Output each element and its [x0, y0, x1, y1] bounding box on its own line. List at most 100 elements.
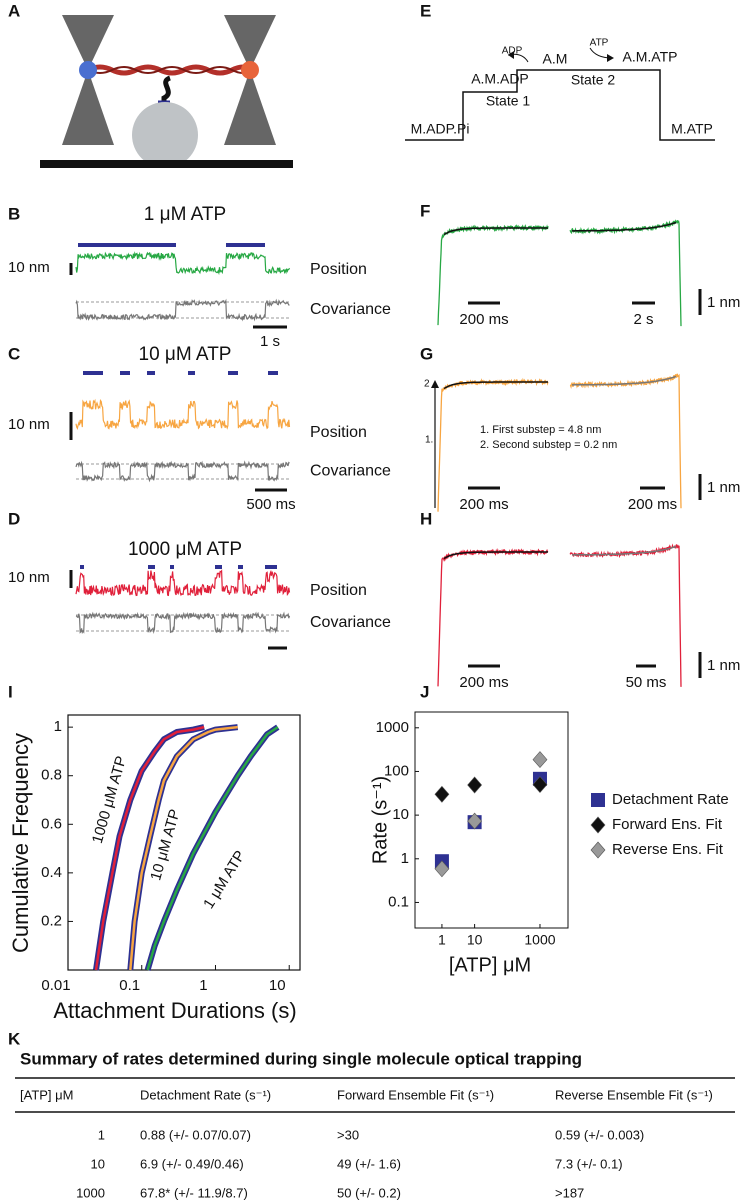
x-tick-label: 10 [467, 932, 483, 948]
panel-label: J [420, 682, 429, 701]
table-cell: 6.9 (+/- 0.49/0.46) [140, 1156, 244, 1171]
bound-bar [148, 565, 155, 569]
bead [79, 61, 97, 79]
trace [75, 398, 291, 430]
x-tick-label: 1000 [524, 932, 555, 948]
scale-label: 200 ms [459, 674, 508, 691]
y-tick-label: 1000 [376, 719, 409, 736]
y-tick-label: 0.8 [41, 767, 62, 784]
curve-label: 1 μM ATP [200, 848, 249, 912]
panel-label: I [8, 682, 13, 701]
trace-label: Position [310, 261, 367, 278]
y-axis-label: Cumulative Frequency [8, 733, 33, 953]
trace [569, 543, 682, 687]
legend-label: Detachment Rate [612, 791, 729, 808]
scale-label: 2 s [633, 311, 653, 328]
trace [75, 569, 291, 597]
schematic-a [40, 15, 293, 168]
trace [75, 251, 291, 276]
scale-label: 50 ms [626, 674, 667, 691]
state-name: A.M [543, 51, 568, 67]
cdf-curve [129, 725, 238, 971]
scale-label: 1 nm [707, 294, 740, 311]
plot-frame [67, 714, 301, 971]
fit-line [443, 227, 548, 236]
column-header: [ATP] μM [20, 1087, 73, 1102]
marker-label: 2 [424, 379, 430, 390]
y-tick-label: 100 [384, 762, 409, 779]
legend-label: Forward Ens. Fit [612, 816, 723, 833]
actin-filament [87, 66, 251, 74]
panel-label: A [8, 1, 20, 20]
marker [467, 776, 483, 794]
laser-beam [62, 15, 114, 70]
bead [241, 61, 259, 79]
scale-label: 1 s [260, 333, 280, 350]
y-tick-label: 0.2 [41, 912, 62, 929]
scale-label: 500 ms [246, 496, 295, 513]
table-cell: >187 [555, 1185, 584, 1200]
bound-bar [188, 371, 195, 375]
bound-bar [228, 371, 238, 375]
table-cell: 49 (+/- 1.6) [337, 1156, 401, 1171]
x-tick-label: 1 [199, 977, 207, 994]
state-label: State 1 [486, 93, 531, 109]
panel-label: H [420, 509, 432, 528]
fit-line [572, 221, 677, 232]
state-name: M.ADP.Pi [411, 121, 470, 137]
fit-line [443, 381, 548, 390]
scale-label: 10 nm [8, 569, 50, 586]
bound-bar [215, 565, 222, 569]
panel-label: D [8, 509, 20, 528]
fit-line [572, 375, 677, 386]
marker [434, 860, 450, 878]
trace [75, 460, 290, 483]
x-tick-label: 0.01 [41, 977, 70, 994]
trace-label: Covariance [310, 463, 391, 480]
table-cell: >30 [337, 1127, 359, 1142]
panel-label: C [8, 344, 20, 363]
trace [75, 298, 290, 322]
nucleotide: ATP [590, 38, 609, 49]
scale-label: 1 nm [707, 479, 740, 496]
x-axis-label: Attachment Durations (s) [53, 998, 296, 1023]
bound-bar [80, 565, 84, 569]
y-tick-label: 1 [401, 850, 409, 867]
laser-beam [224, 15, 276, 70]
table-cell: 10 [91, 1156, 105, 1171]
bound-bar [238, 565, 243, 569]
bound-bar [120, 371, 130, 375]
legend-marker [590, 841, 606, 859]
scale-label: 200 ms [459, 311, 508, 328]
marker [532, 751, 548, 769]
scale-label: 200 ms [628, 496, 677, 513]
marker [467, 812, 483, 830]
table-cell: 0.88 (+/- 0.07/0.07) [140, 1127, 251, 1142]
trace-label: Position [310, 582, 367, 599]
legend-marker [591, 793, 605, 807]
panel-label: G [420, 344, 433, 363]
column-header: Detachment Rate (s⁻¹) [140, 1087, 271, 1102]
column-header: Reverse Ensemble Fit (s⁻¹) [555, 1087, 713, 1102]
panel-label: K [8, 1029, 21, 1048]
trace-title: 1000 μM ATP [128, 539, 242, 560]
table-cell: 67.8* (+/- 11.9/8.7) [140, 1185, 248, 1200]
panel-label: B [8, 204, 20, 223]
pedestal [132, 102, 198, 168]
state-step [405, 69, 715, 141]
scale-label: 200 ms [459, 496, 508, 513]
bound-bar [226, 243, 265, 247]
marker [434, 785, 450, 803]
x-tick-label: 1 [438, 932, 446, 948]
trace [569, 219, 682, 327]
note: 1. First substep = 4.8 nm [480, 424, 601, 436]
nucleotide: ADP [502, 46, 523, 57]
panel-label: F [420, 201, 430, 220]
y-tick-label: 10 [392, 806, 409, 823]
plot-frame [414, 711, 569, 929]
note: 2. Second substep = 0.2 nm [480, 439, 617, 451]
myosin [161, 75, 172, 106]
x-tick-label: 0.1 [119, 977, 140, 994]
